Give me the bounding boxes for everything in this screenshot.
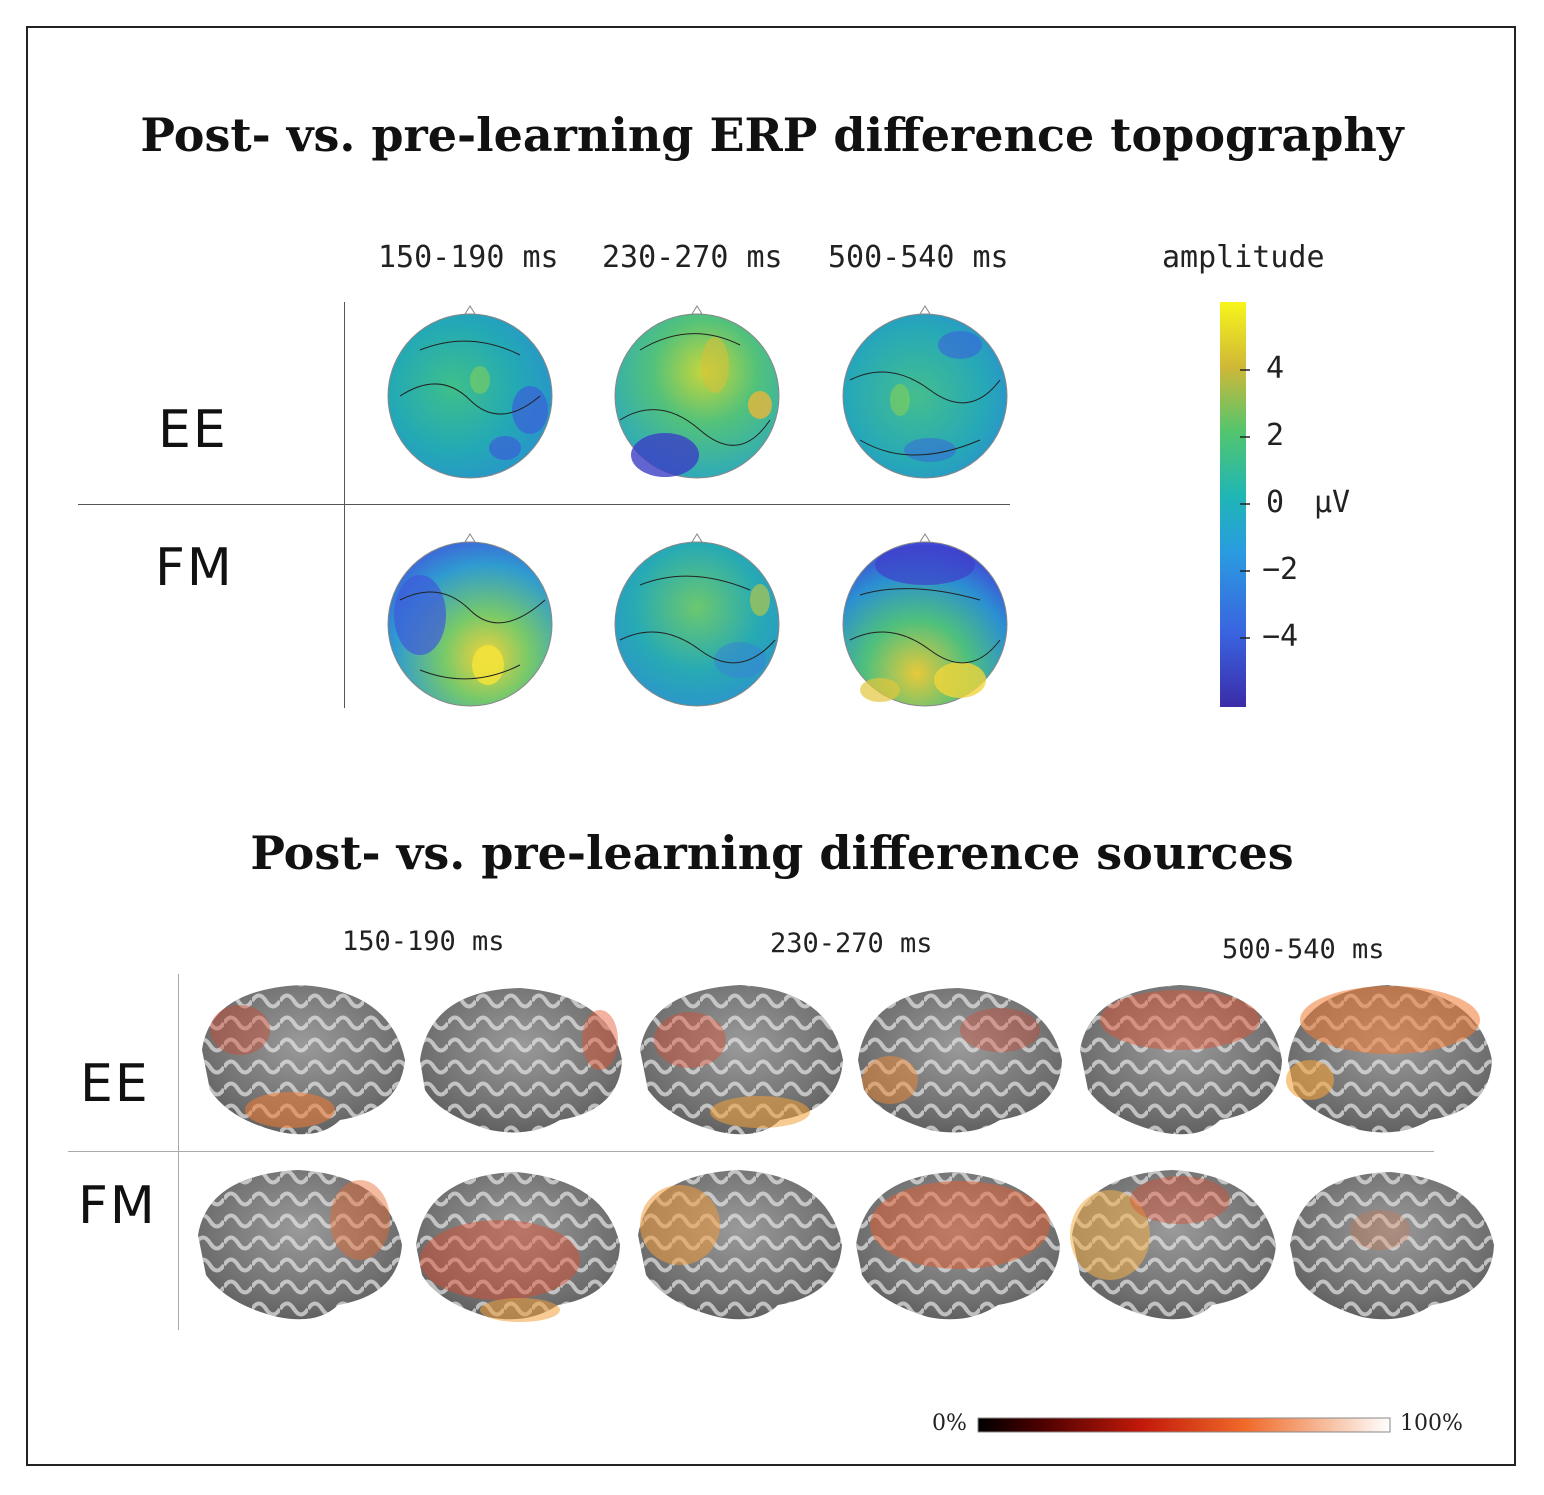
topomap-ee-150-190 [387, 305, 553, 479]
topo-time-label-2: 230-270 ms [602, 240, 783, 275]
topo-colorbar [1220, 302, 1250, 707]
brain-ee-230-270-left [640, 985, 843, 1135]
src-row-label-fm: FM [78, 1176, 157, 1236]
brain-fm-230-270-left [638, 1170, 842, 1320]
topo-row-label-fm: FM [155, 538, 234, 598]
sources-title: Post- vs. pre-learning difference source… [250, 826, 1294, 880]
topo-horizontal-divider [78, 504, 1010, 505]
colorbar-tick-2: 2 [1266, 418, 1285, 453]
src-time-label-2: 230-270 ms [770, 928, 933, 959]
brain-fm-500-540-right [1290, 1172, 1494, 1320]
colorbar-tick-neg4: −4 [1262, 619, 1299, 654]
brain-fm-230-270-right [856, 1172, 1060, 1320]
src-time-label-3: 500-540 ms [1222, 934, 1385, 965]
colorbar-tick-4: 4 [1266, 351, 1285, 386]
topomap-ee-500-540 [842, 305, 1008, 479]
brain-ee-150-190-right [420, 988, 622, 1133]
colorbar-title: amplitude [1162, 240, 1325, 275]
topo-row-label-ee: EE [158, 400, 228, 460]
src-horizontal-divider [68, 1151, 1434, 1152]
topography-title: Post- vs. pre-learning ERP difference to… [140, 108, 1404, 162]
colorbar-tick-neg2: −2 [1262, 552, 1299, 587]
brain-ee-500-540-right [1286, 985, 1492, 1133]
sources-colorbar-min: 0% [932, 1411, 967, 1436]
brain-fm-150-190-right [416, 1172, 620, 1322]
topo-time-label-1: 150-190 ms [378, 240, 559, 275]
topomap-fm-230-270 [614, 533, 780, 707]
src-time-label-1: 150-190 ms [342, 926, 505, 957]
topo-vertical-divider [344, 302, 345, 708]
brain-fm-500-540-left [1070, 1170, 1276, 1320]
colorbar-unit: μV [1314, 485, 1351, 520]
brain-fm-150-190-left [198, 1170, 402, 1320]
brain-ee-230-270-right [858, 988, 1062, 1133]
topomap-fm-150-190 [387, 533, 553, 707]
topomap-ee-230-270 [614, 305, 780, 479]
sources-colorbar [977, 1417, 1391, 1433]
sources-colorbar-max: 100% [1400, 1411, 1463, 1436]
brain-ee-500-540-left [1080, 985, 1282, 1135]
src-row-label-ee: EE [80, 1054, 150, 1114]
src-vertical-divider [178, 974, 179, 1330]
colorbar-tick-0: 0 [1266, 485, 1285, 520]
brain-ee-150-190-left [202, 985, 405, 1135]
topomap-fm-500-540 [842, 533, 1008, 707]
topo-time-label-3: 500-540 ms [828, 240, 1009, 275]
